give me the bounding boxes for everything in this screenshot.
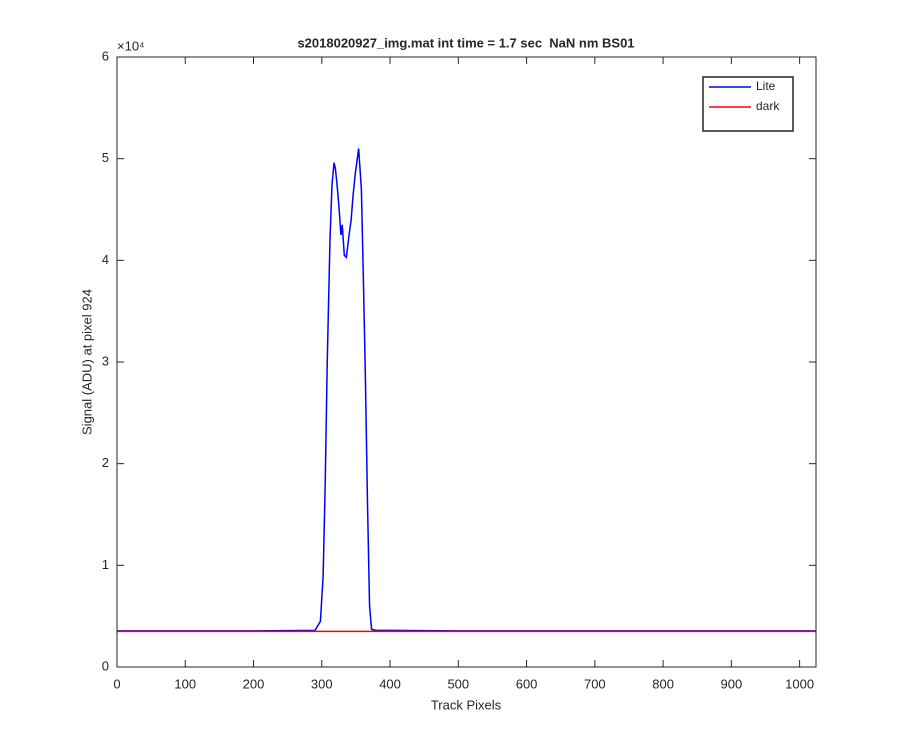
legend-label: dark (756, 99, 780, 113)
data-line (117, 148, 816, 632)
x-tick-label: 900 (721, 676, 743, 691)
plot-area (117, 57, 816, 667)
y-axis-label: Signal (ADU) at pixel 924 (79, 289, 94, 435)
x-tick-label: 800 (652, 676, 674, 691)
y-tick-label: 0 (102, 658, 109, 673)
legend-label: Lite (756, 79, 776, 93)
y-scale-label: ×10⁴ (117, 38, 145, 53)
x-tick-label: 400 (379, 676, 401, 691)
y-tick-label: 5 (102, 150, 109, 165)
y-tick-label: 1 (102, 557, 109, 572)
chart-title: s2018020927_img.mat int time = 1.7 sec N… (297, 35, 634, 50)
y-tick-label: 4 (102, 252, 109, 267)
x-tick-label: 1000 (785, 676, 814, 691)
x-tick-label: 500 (447, 676, 469, 691)
x-axis-label: Track Pixels (431, 697, 502, 712)
x-tick-label: 600 (516, 676, 538, 691)
x-tick-label: 100 (174, 676, 196, 691)
axes-box (116, 56, 817, 668)
y-tick-label: 3 (102, 353, 109, 368)
x-tick-label: 700 (584, 676, 606, 691)
legend-box (702, 76, 794, 132)
y-tick-label: 2 (102, 455, 109, 470)
y-tick-label: 6 (102, 48, 109, 63)
x-tick-label: 200 (243, 676, 265, 691)
x-tick-label: 0 (113, 676, 120, 691)
x-tick-label: 300 (311, 676, 333, 691)
